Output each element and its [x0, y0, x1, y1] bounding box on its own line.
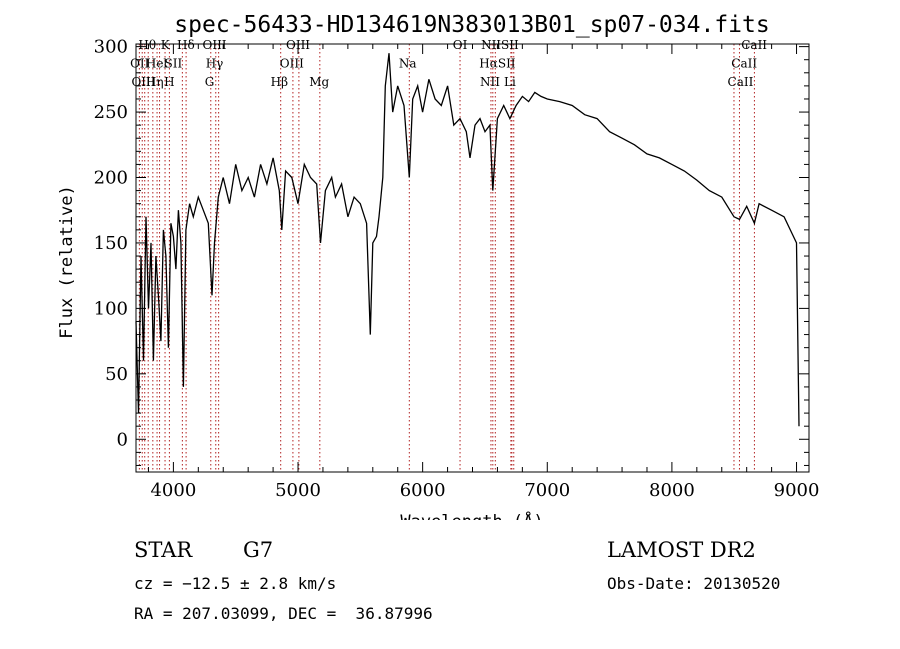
x-tick-label: 4000 — [150, 480, 196, 501]
y-tick-label: 200 — [94, 168, 128, 189]
line-id-label: HαSII — [479, 57, 516, 71]
x-tick-label: 7000 — [524, 480, 570, 501]
line-id-label: SII — [165, 57, 183, 71]
line-id-label: Hγ — [206, 57, 224, 71]
redshift-value: cz = −12.5 ± 2.8 km/s — [134, 574, 337, 593]
line-id-label: OIII — [286, 38, 310, 52]
x-tick-label: 6000 — [400, 480, 446, 501]
line-id-label: Mg — [309, 75, 329, 89]
y-tick-label: 150 — [94, 233, 128, 254]
y-tick-label: 250 — [94, 102, 128, 123]
line-id-label: Hβ — [271, 75, 288, 89]
line-id-label: OI — [453, 38, 468, 52]
line-id-label: Hel — [146, 57, 168, 71]
line-id-label: OIII — [280, 57, 304, 71]
line-id-label: CaII — [741, 38, 767, 52]
x-tick-label: 5000 — [275, 480, 321, 501]
line-id-label: OIII — [202, 38, 226, 52]
line-id-label: OIII — [131, 75, 155, 89]
x-tick-label: 8000 — [649, 480, 695, 501]
survey-name: LAMOST DR2 — [607, 538, 756, 562]
line-id-label: OII — [130, 57, 150, 71]
line-id-label: Li — [504, 75, 516, 89]
line-id-label: Na — [399, 57, 417, 71]
line-id-label: CaII — [728, 75, 754, 89]
y-tick-label: 100 — [94, 298, 128, 319]
line-id-label: NIISII — [481, 38, 519, 52]
line-id-label: Hθ — [138, 38, 156, 52]
line-id-label: Hη — [146, 75, 164, 89]
line-id-label: G — [205, 75, 215, 89]
y-axis-label: Flux (relative) — [57, 185, 77, 339]
x-tick-label: 9000 — [774, 480, 820, 501]
spectrum-chart: spec-56433-HD134619N383013B01_sp07-034.f… — [57, 12, 820, 520]
y-tick-label: 0 — [117, 429, 128, 450]
y-tick-label: 300 — [94, 37, 128, 58]
plot-frame — [135, 43, 810, 473]
y-tick-label: 50 — [105, 364, 128, 385]
line-id-label: H — [164, 75, 174, 89]
chart-title: spec-56433-HD134619N383013B01_sp07-034.f… — [174, 12, 769, 38]
subclass: G7 — [243, 538, 274, 562]
line-id-label: Hδ — [177, 38, 195, 52]
line-id-label: K — [161, 38, 171, 52]
coordinates: RA = 207.03099, DEC = 36.87996 — [134, 604, 433, 623]
spectrum-line — [135, 53, 800, 427]
plot-area: 4000 5000 6000 7000 8000 9000 0 50 100 150 200 250 3… — [94, 37, 820, 501]
obs-date: Obs-Date: 20130520 — [607, 574, 781, 593]
line-id-label: NII — [480, 75, 500, 89]
x-axis-label: Wavelength (Å) — [400, 510, 543, 520]
line-id-label: CaII — [731, 57, 757, 71]
object-class: STAR — [134, 538, 193, 562]
